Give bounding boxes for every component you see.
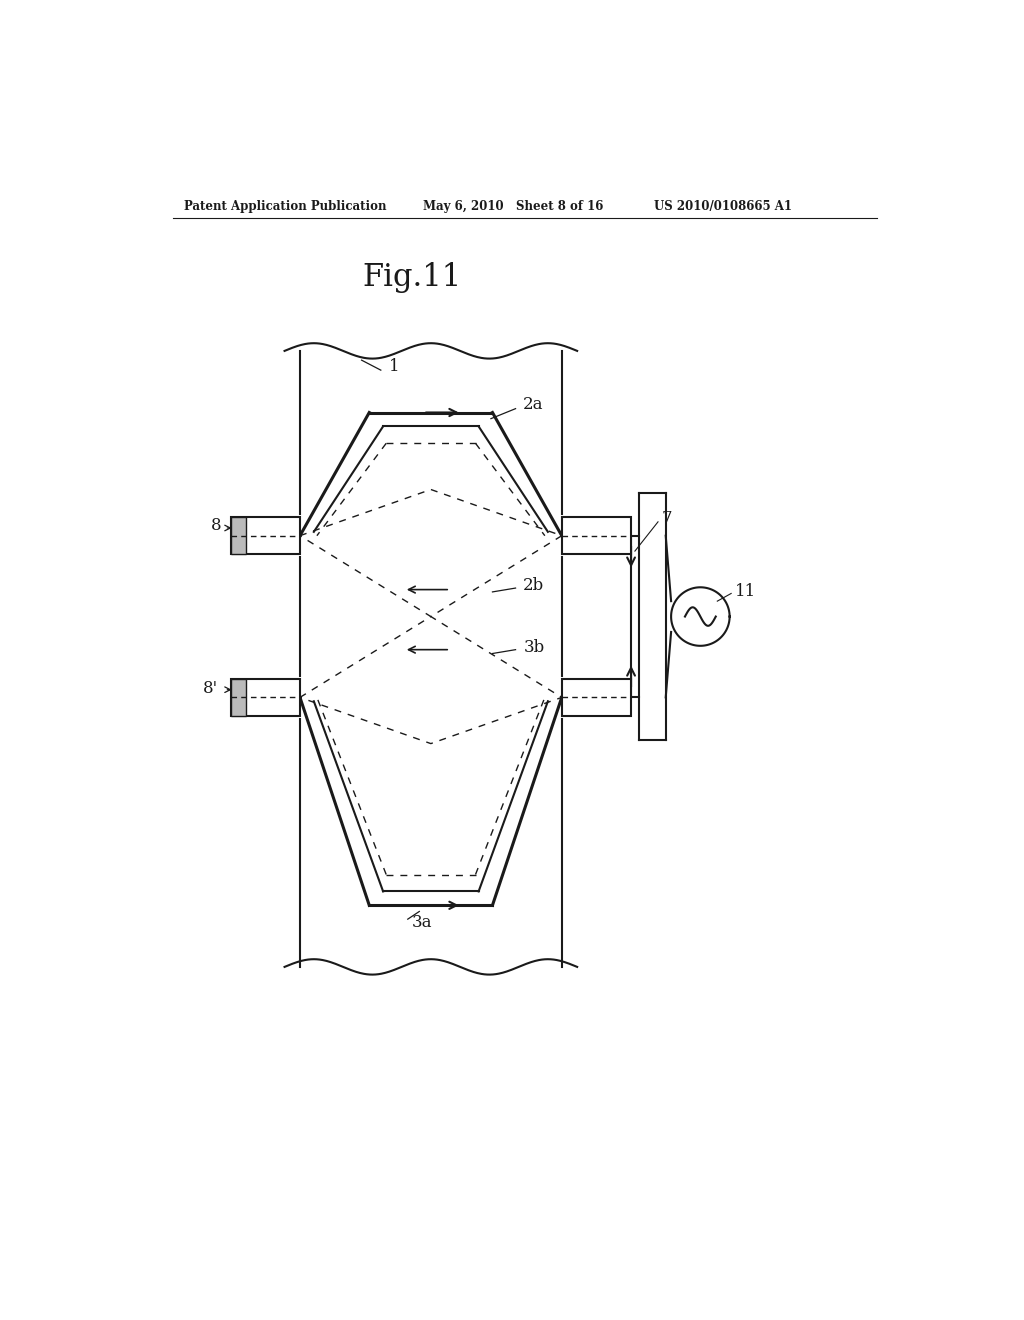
Text: 1: 1 xyxy=(388,358,399,375)
Bar xyxy=(230,678,246,715)
Text: 11: 11 xyxy=(735,582,757,599)
Bar xyxy=(562,517,631,554)
Text: May 6, 2010   Sheet 8 of 16: May 6, 2010 Sheet 8 of 16 xyxy=(423,199,603,213)
Text: Fig.11: Fig.11 xyxy=(362,263,461,293)
Text: 3a: 3a xyxy=(412,913,432,931)
Bar xyxy=(230,517,300,554)
Bar xyxy=(230,517,246,554)
Text: 8: 8 xyxy=(211,517,221,535)
Text: US 2010/0108665 A1: US 2010/0108665 A1 xyxy=(654,199,793,213)
Bar xyxy=(562,678,631,715)
Text: 8': 8' xyxy=(203,680,218,697)
Text: 7: 7 xyxy=(662,511,673,527)
Text: 2b: 2b xyxy=(523,577,545,594)
Bar xyxy=(230,678,300,715)
Text: Patent Application Publication: Patent Application Publication xyxy=(184,199,387,213)
Text: 3b: 3b xyxy=(523,639,545,656)
Text: 2a: 2a xyxy=(523,396,544,413)
